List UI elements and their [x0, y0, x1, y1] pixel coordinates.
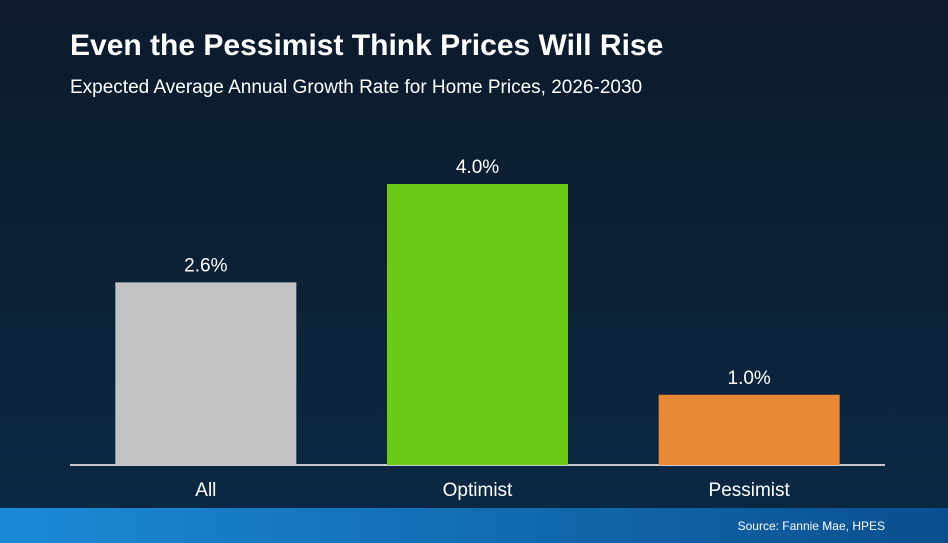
bar	[387, 184, 568, 465]
chart-title: Even the Pessimist Think Prices Will Ris…	[70, 29, 663, 62]
footer-strip	[0, 508, 948, 543]
x-tick-label: Optimist	[443, 480, 513, 501]
chart-subtitle: Expected Average Annual Growth Rate for …	[70, 77, 642, 98]
bar	[115, 282, 297, 465]
value-label: 1.0%	[728, 368, 771, 389]
value-label: 2.6%	[184, 255, 227, 276]
value-label: 4.0%	[456, 157, 499, 178]
source-note: Source: Fannie Mae, HPES	[738, 519, 885, 533]
x-tick-label: Pessimist	[709, 480, 791, 501]
bar	[658, 394, 840, 465]
x-tick-label: All	[195, 480, 216, 501]
